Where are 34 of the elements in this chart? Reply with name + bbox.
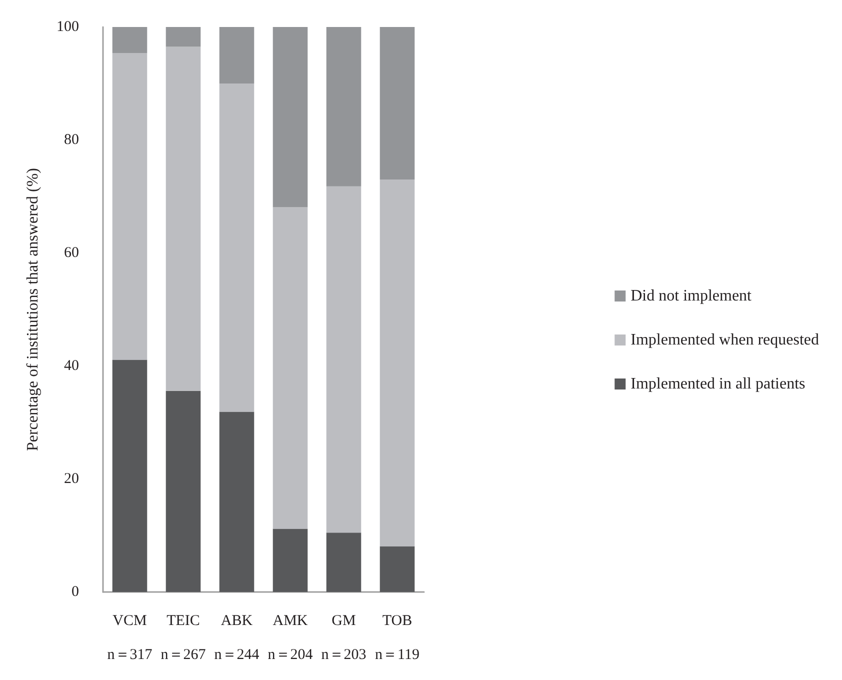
bar (272, 27, 308, 208)
bar (326, 532, 362, 592)
bar (380, 27, 415, 180)
bar (166, 390, 201, 592)
legend-label: Did not implement (630, 288, 752, 304)
bar (326, 27, 362, 186)
y-tick-label: 20 (64, 471, 79, 487)
y-tick-label: 80 (64, 132, 79, 148)
bar (272, 528, 308, 592)
bar (219, 84, 254, 412)
y-tick-label: 40 (64, 358, 79, 374)
bar (112, 360, 148, 592)
category-label: TOB n＝119 (375, 613, 420, 663)
y-tick-label: 100 (56, 19, 79, 35)
category-label: GM n＝203 (321, 613, 366, 663)
bar (166, 46, 201, 391)
bar (380, 180, 415, 546)
category-label: VCM n＝317 (107, 613, 152, 663)
category-label: TEIC n＝267 (160, 613, 206, 663)
y-tick-label: 0 (72, 584, 79, 600)
bar (219, 27, 254, 84)
bar (112, 27, 148, 53)
bar (219, 412, 254, 592)
bar (380, 546, 415, 592)
bar (326, 186, 362, 533)
y-axis-title: Percentage of institutions that answered (%) (24, 168, 42, 452)
bar (112, 52, 148, 360)
bar (272, 207, 308, 529)
y-tick-label: 60 (64, 245, 79, 261)
bar (166, 27, 201, 47)
category-label: ABK n＝244 (214, 613, 260, 663)
legend-label: Implemented in all patients (630, 376, 806, 392)
category-label: AMK n＝204 (268, 613, 313, 663)
legend-label: Implemented when requested (630, 332, 819, 348)
